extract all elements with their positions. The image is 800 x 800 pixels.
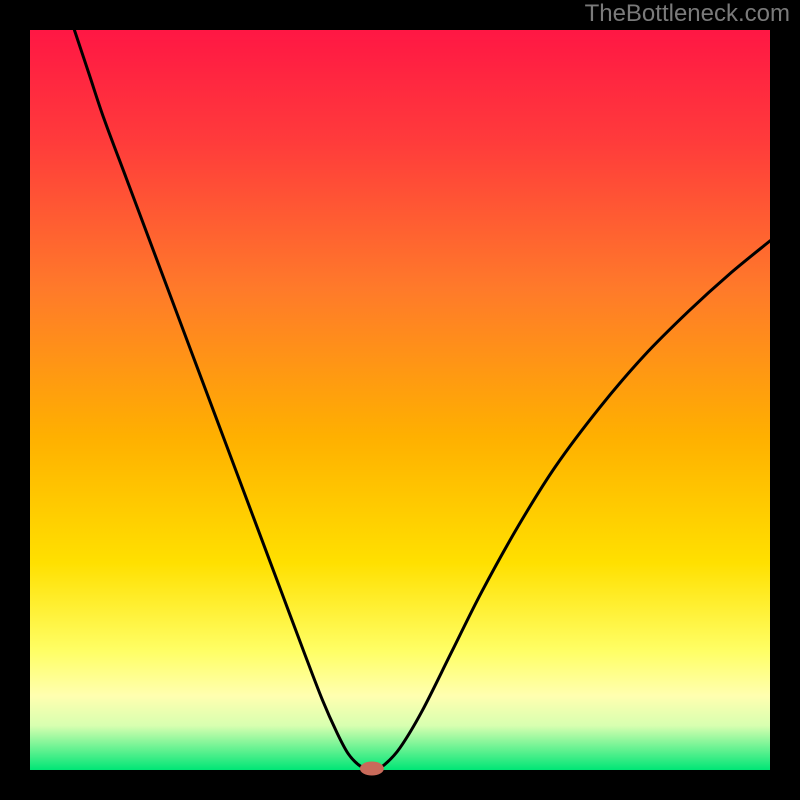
- bottleneck-chart: [0, 0, 800, 800]
- gradient-background: [30, 30, 770, 770]
- watermark-label: TheBottleneck.com: [585, 0, 790, 28]
- optimal-point-marker: [360, 762, 384, 776]
- chart-container: TheBottleneck.com: [0, 0, 800, 800]
